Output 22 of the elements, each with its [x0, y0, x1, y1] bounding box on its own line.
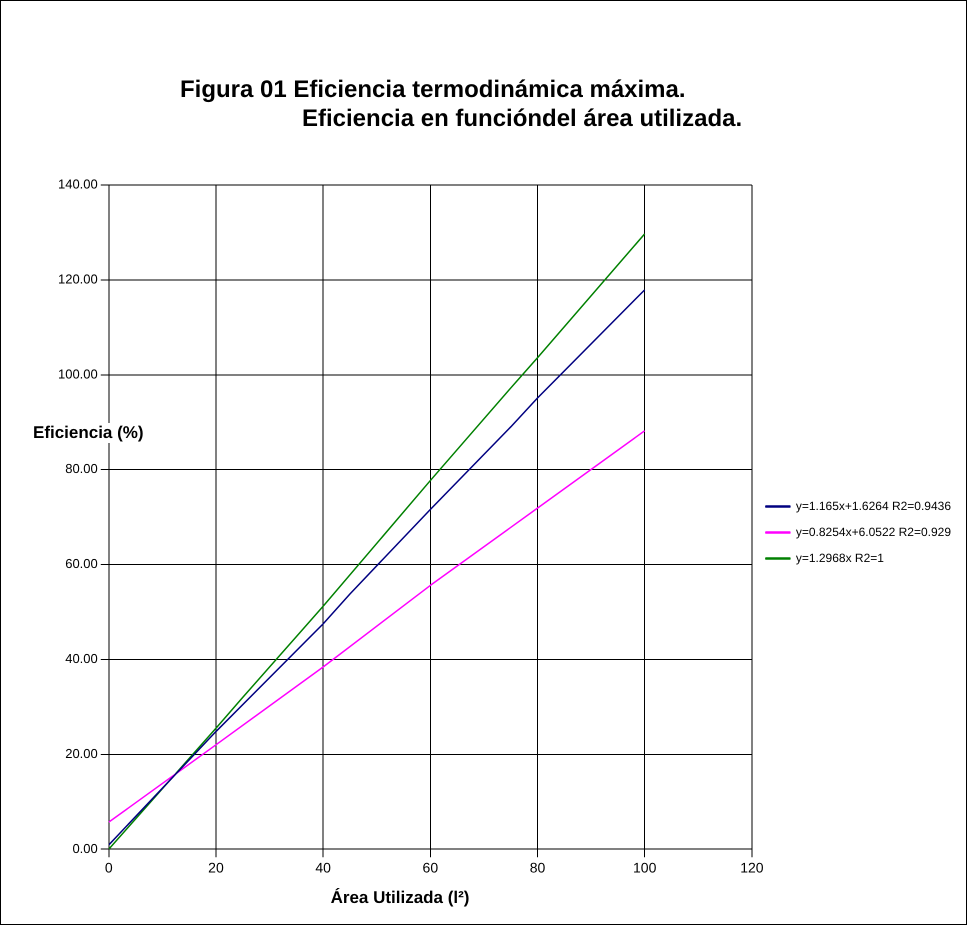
x-tick-label: 120 — [740, 859, 764, 876]
x-tick-label: 60 — [422, 859, 438, 876]
y-tick-label: 40.00 — [65, 651, 98, 666]
y-tick-label: 60.00 — [65, 556, 98, 572]
x-tick-label: 20 — [208, 859, 224, 876]
x-axis-title: Área Utilizada (l²) — [330, 888, 470, 908]
x-tick-label: 0 — [104, 859, 113, 876]
chart-title: Figura 01 Eficiencia termodinámica máxima. — [180, 76, 686, 104]
x-tick-label: 40 — [315, 859, 332, 876]
legend-label: y=0.8254x+6.0522 R2=0.929 — [796, 524, 952, 539]
legend-label: y=1.2968x R2=1 — [796, 550, 884, 565]
x-tick-label: 100 — [633, 859, 657, 876]
chart-subtitle: Eficiencia en funcióndel área utilizada. — [302, 105, 742, 133]
y-axis-title: Eficiencia (%) — [30, 423, 147, 443]
legend-label: y=1.165x+1.6264 R2=0.9436 — [796, 498, 952, 513]
y-tick-label: 120.00 — [58, 271, 98, 286]
y-tick-label: 140.00 — [58, 176, 98, 192]
x-tick-label: 80 — [530, 859, 546, 876]
y-tick-label: 20.00 — [65, 746, 98, 761]
y-tick-label: 0.00 — [72, 840, 98, 856]
y-tick-label: 80.00 — [65, 461, 98, 476]
y-tick-label: 100.00 — [58, 366, 98, 382]
